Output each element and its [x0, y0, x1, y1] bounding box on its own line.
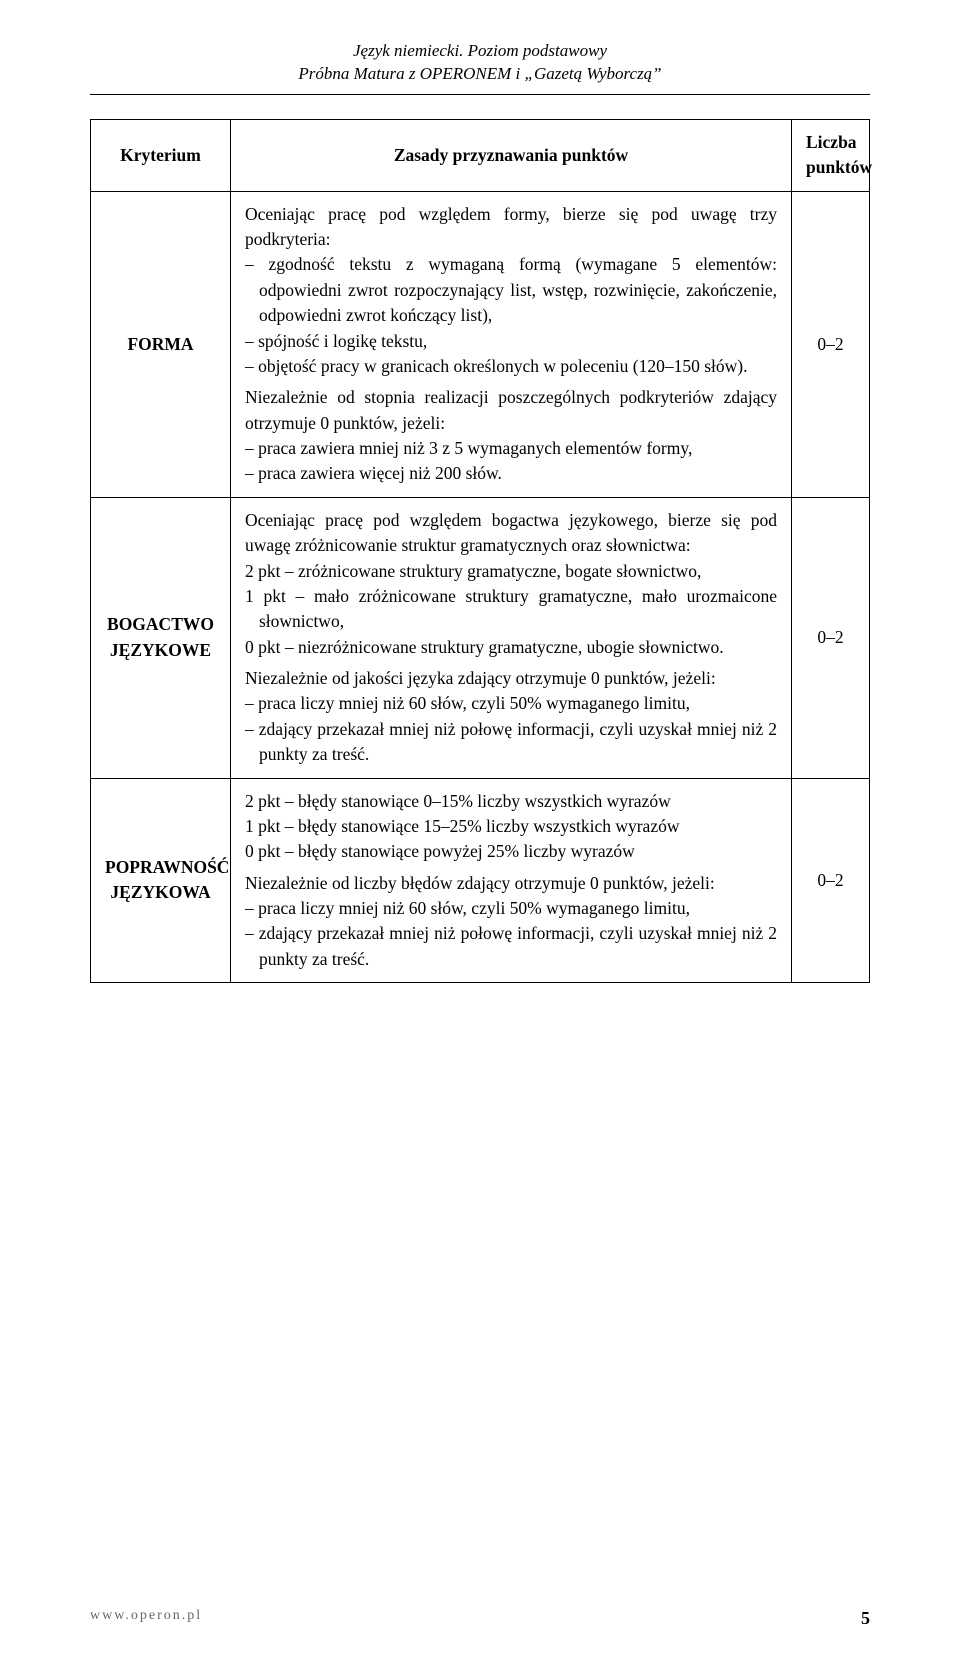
header-line-2: Próbna Matura z OPERONEM i „Gazetą Wybor… — [90, 63, 870, 86]
text: Oceniając pracę pod względem formy, bier… — [245, 204, 777, 249]
criterion-points-forma: 0–2 — [792, 191, 870, 497]
table-header-row: Kryterium Zasady przyznawania punktów Li… — [91, 119, 870, 191]
text: 2 pkt – zróżnicowane struktury gramatycz… — [245, 559, 777, 584]
text: – praca zawiera więcej niż 200 słów. — [245, 461, 777, 486]
col-header-kryterium: Kryterium — [91, 119, 231, 191]
text: – zdający przekazał mniej niż połowę inf… — [245, 717, 777, 768]
criterion-label-bogactwo: BOGACTWO JĘZYKOWE — [91, 497, 231, 778]
criterion-points-bogactwo: 0–2 — [792, 497, 870, 778]
footer-url: www.operon.pl — [90, 1608, 202, 1629]
table-row: FORMA Oceniając pracę pod względem formy… — [91, 191, 870, 497]
text: 2 pkt – błędy stanowiące 0–15% liczby ws… — [245, 789, 777, 814]
text: – spójność i logikę tekstu, — [245, 329, 777, 354]
text: 1 pkt – błędy stanowiące 15–25% liczby w… — [245, 814, 777, 839]
text: – zdający przekazał mniej niż połowę inf… — [245, 921, 777, 972]
text: 0 pkt – błędy stanowiące powyżej 25% lic… — [245, 839, 777, 864]
criterion-points-poprawnosc: 0–2 — [792, 778, 870, 983]
text: Niezależnie od liczby błędów zdający otr… — [245, 873, 715, 893]
col-header-zasady: Zasady przyznawania punktów — [231, 119, 792, 191]
text: – praca liczy mniej niż 60 słów, czyli 5… — [245, 691, 777, 716]
col-header-liczba: Liczba punktów — [792, 119, 870, 191]
criterion-label-poprawnosc: POPRAWNOŚĆ JĘZYKOWA — [91, 778, 231, 983]
text: Niezależnie od stopnia realizacji poszcz… — [245, 387, 777, 432]
table-row: POPRAWNOŚĆ JĘZYKOWA 2 pkt – błędy stanow… — [91, 778, 870, 983]
footer-page-number: 5 — [861, 1608, 870, 1629]
text: – zgodność tekstu z wymaganą formą (wyma… — [245, 252, 777, 328]
page: Język niemiecki. Poziom podstawowy Próbn… — [0, 0, 960, 1663]
text: Oceniając pracę pod względem bogactwa ję… — [245, 510, 777, 555]
text: 0 pkt – niezróżnicowane struktury gramat… — [245, 635, 777, 660]
header-divider — [90, 94, 870, 95]
criteria-table: Kryterium Zasady przyznawania punktów Li… — [90, 119, 870, 983]
text: – praca liczy mniej niż 60 słów, czyli 5… — [245, 896, 777, 921]
text: 1 pkt – mało zróżnicowane struktury gram… — [245, 584, 777, 635]
page-footer: www.operon.pl 5 — [90, 1608, 870, 1629]
text: Niezależnie od jakości języka zdający ot… — [245, 668, 716, 688]
text: – praca zawiera mniej niż 3 z 5 wymagany… — [245, 436, 777, 461]
criterion-body-bogactwo: Oceniając pracę pod względem bogactwa ję… — [231, 497, 792, 778]
text: – objętość pracy w granicach określonych… — [245, 354, 777, 379]
table-row: BOGACTWO JĘZYKOWE Oceniając pracę pod wz… — [91, 497, 870, 778]
document-header: Język niemiecki. Poziom podstawowy Próbn… — [90, 40, 870, 86]
criterion-body-poprawnosc: 2 pkt – błędy stanowiące 0–15% liczby ws… — [231, 778, 792, 983]
criterion-body-forma: Oceniając pracę pod względem formy, bier… — [231, 191, 792, 497]
criterion-label-forma: FORMA — [91, 191, 231, 497]
header-line-1: Język niemiecki. Poziom podstawowy — [90, 40, 870, 63]
